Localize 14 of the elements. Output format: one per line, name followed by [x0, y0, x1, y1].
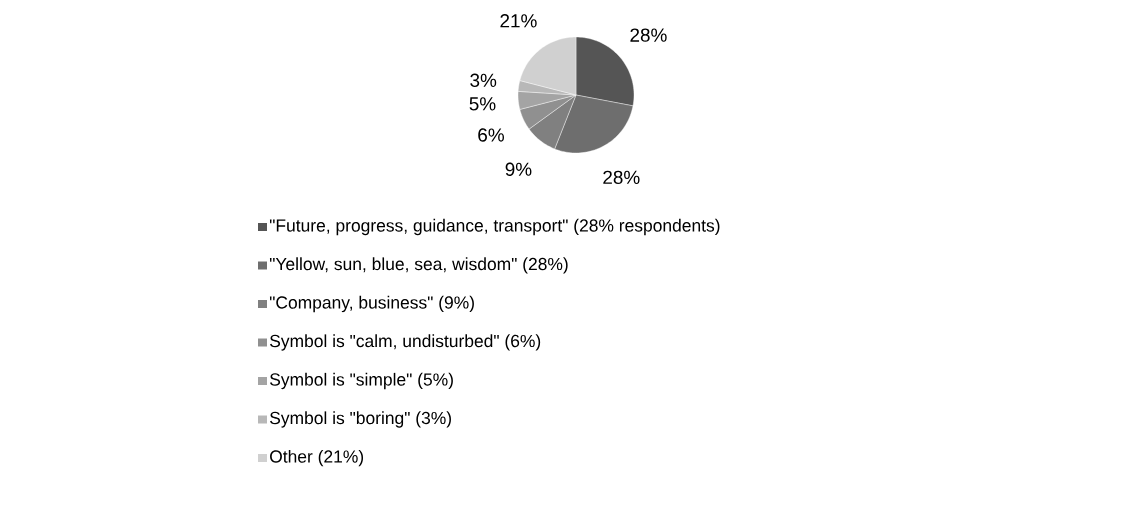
data-label: 21% [500, 14, 537, 28]
data-label: 5% [469, 97, 496, 111]
data-label: 28% [630, 28, 667, 42]
legend-label: Symbol is "simple" (5%) [270, 372, 453, 390]
legend-label: Other (21%) [270, 449, 364, 467]
legend-label: Symbol is "calm, undisturbed" (6%) [270, 334, 541, 351]
data-label: 28% [603, 170, 640, 185]
legend-label: "Company, business" (9%) [269, 295, 474, 313]
legend-label: Symbol is "boring" (3%) [270, 411, 451, 428]
data-label: 3% [470, 73, 497, 87]
legend-label: "Yellow, sun, blue, sea, wisdom" (28%) [269, 257, 568, 274]
data-label: 6% [478, 128, 504, 142]
legend-label: "Future, progress, guidance, transport" (28% respondents) [269, 218, 720, 236]
data-label: 9% [505, 162, 532, 176]
